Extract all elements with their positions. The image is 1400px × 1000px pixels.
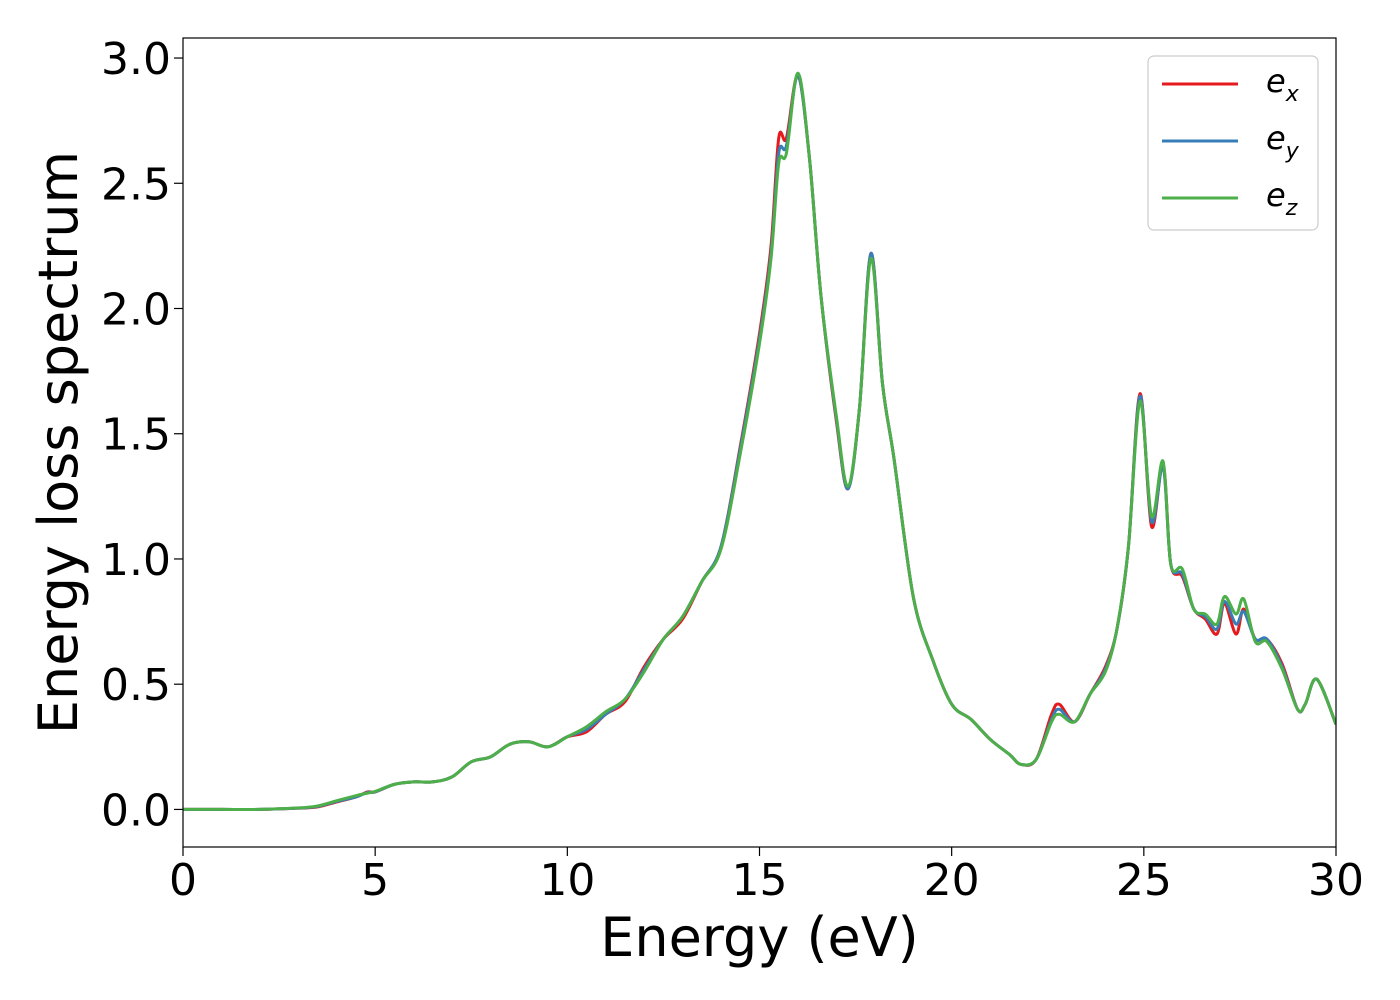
- legend: ex ey ez: [1147, 55, 1319, 231]
- x-axis-label: Energy (eV): [600, 906, 919, 969]
- y-axis-label: Energy loss spectrum: [27, 151, 90, 734]
- legend-label-e-y: ey: [1266, 119, 1300, 164]
- x-tick-label: 30: [1308, 855, 1364, 906]
- y-tick-label: 0.5: [101, 660, 171, 711]
- y-tick-label: 1.0: [101, 535, 171, 586]
- y-tick-label: 2.5: [101, 159, 171, 210]
- series-line-e-z: [183, 71, 1336, 812]
- x-tick-label: 20: [924, 855, 980, 906]
- x-tick-label: 15: [732, 855, 788, 906]
- x-axis: 0 5 10 15 20 25 30: [169, 847, 1364, 906]
- x-tick-label: 0: [169, 855, 197, 906]
- x-tick-label: 5: [361, 855, 389, 906]
- y-axis: 0.0 0.5 1.0 1.5 2.0 2.5 3.0: [101, 34, 183, 836]
- y-tick-label: 3.0: [101, 34, 171, 85]
- legend-label-e-x: ex: [1266, 62, 1300, 107]
- plot-lines: [183, 71, 1336, 812]
- x-tick-label: 25: [1116, 855, 1172, 906]
- y-tick-label: 2.0: [101, 285, 171, 336]
- legend-box: [1147, 55, 1319, 231]
- x-tick-label: 10: [539, 855, 595, 906]
- legend-label-e-z: ez: [1266, 176, 1298, 221]
- y-tick-label: 0.0: [101, 785, 171, 836]
- y-tick-label: 1.5: [101, 410, 171, 461]
